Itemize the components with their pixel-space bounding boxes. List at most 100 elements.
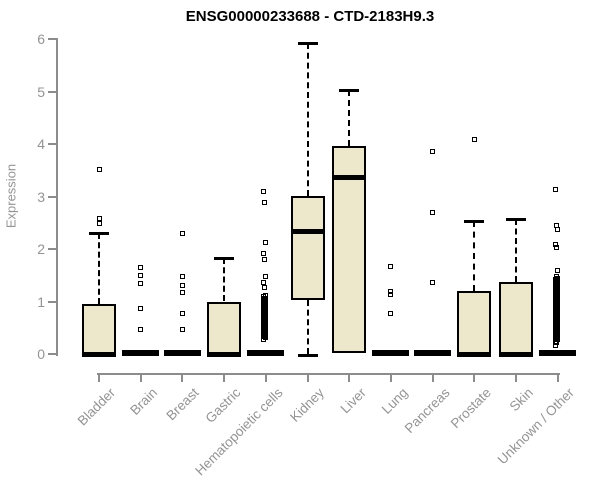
upper-whisker	[515, 219, 517, 282]
outlier-point	[388, 289, 394, 295]
y-tick-label: 6	[37, 31, 45, 47]
upper-whisker-cap	[464, 220, 485, 224]
collapsed-box	[414, 350, 452, 356]
outlier-point	[263, 240, 269, 246]
outlier-point	[261, 189, 267, 195]
y-tick	[48, 353, 56, 355]
x-tick-label: Breast	[163, 385, 203, 424]
collapsed-box	[163, 350, 201, 356]
y-axis-line	[56, 38, 58, 356]
median-line	[457, 352, 492, 357]
outlier-point	[388, 264, 394, 270]
outlier-point	[388, 292, 394, 298]
outlier-point	[553, 186, 559, 192]
x-tick-label: Pancreas	[401, 385, 453, 436]
collapsed-box	[247, 350, 285, 356]
outlier-point	[179, 274, 185, 280]
box	[499, 281, 533, 354]
x-tick	[389, 375, 392, 382]
y-tick-label: 0	[37, 346, 45, 362]
lower-whisker-cap	[297, 354, 318, 357]
outlier-point	[138, 265, 144, 271]
collapsed-box	[122, 350, 160, 356]
upper-whisker-cap	[339, 88, 360, 92]
x-tick	[306, 375, 309, 382]
x-axis-line	[97, 373, 560, 375]
upper-whisker	[98, 233, 100, 305]
box	[82, 304, 116, 354]
median-line	[332, 175, 367, 181]
outlier-point	[262, 257, 268, 262]
box	[332, 145, 367, 353]
outlier-point	[138, 272, 144, 278]
x-tick	[98, 375, 100, 382]
outlier-point	[138, 306, 144, 312]
y-tick-label: 5	[37, 83, 45, 100]
box	[290, 195, 325, 300]
x-tick	[348, 375, 351, 382]
upper-whisker-cap	[89, 232, 109, 236]
outlier-point	[179, 310, 185, 316]
outlier-point	[261, 250, 267, 256]
x-tick-label: Liver	[337, 385, 369, 417]
outlier-point	[179, 230, 185, 236]
median-line	[82, 352, 116, 357]
outlier-point	[138, 327, 144, 333]
y-tick	[48, 38, 56, 40]
y-tick-label: 4	[37, 136, 45, 152]
x-tick	[515, 375, 517, 382]
outlier-point	[179, 289, 185, 295]
upper-whisker	[306, 42, 309, 196]
x-tick	[473, 375, 476, 382]
outlier-point	[388, 310, 394, 316]
x-tick-label: Bladder	[75, 385, 119, 429]
y-tick-label: 3	[37, 188, 45, 205]
outlier-point	[430, 149, 436, 155]
outlier-point	[263, 274, 269, 280]
x-tick-label: Prostate	[447, 385, 494, 432]
y-tick	[48, 90, 56, 93]
upper-whisker	[473, 221, 476, 291]
outlier-point	[554, 340, 560, 346]
y-tick	[48, 248, 56, 250]
upper-whisker-cap	[214, 256, 235, 260]
upper-whisker	[348, 89, 351, 146]
outlier-point	[555, 267, 561, 273]
median-line	[207, 352, 242, 357]
x-tick-label: Kidney	[287, 385, 328, 425]
outlier-point	[262, 285, 268, 291]
box	[207, 301, 242, 354]
collapsed-box	[539, 350, 577, 356]
outlier-point	[262, 200, 268, 206]
upper-whisker-cap	[506, 218, 526, 222]
chart-title: ENSG00000233688 - CTD-2183H9.3	[185, 8, 435, 25]
x-tick	[264, 375, 267, 382]
outlier-point	[138, 280, 144, 286]
x-tick	[181, 375, 184, 382]
x-tick-label: Gastric	[202, 385, 244, 426]
box	[457, 291, 492, 354]
x-tick-label: Brain	[127, 385, 161, 418]
collapsed-box	[372, 350, 410, 356]
outlier-point	[430, 210, 436, 216]
x-tick	[556, 375, 559, 382]
median-line	[499, 352, 533, 357]
outlier-point	[179, 327, 185, 333]
outlier-point	[555, 226, 561, 232]
outlier-point	[96, 166, 102, 172]
outlier-point	[430, 279, 436, 285]
upper-whisker-cap	[297, 41, 318, 45]
x-tick-label: Skin	[506, 385, 536, 415]
upper-whisker	[223, 257, 226, 302]
y-tick-label: 1	[37, 293, 45, 310]
outlier-point	[96, 216, 102, 222]
lower-whisker	[306, 299, 309, 354]
x-tick-label: Unknown / Other	[495, 385, 578, 468]
y-tick	[48, 143, 56, 145]
outlier-point	[553, 242, 559, 248]
y-tick-label: 2	[37, 241, 45, 257]
x-tick-label: Lung	[378, 385, 411, 417]
outlier-point	[179, 282, 185, 288]
x-tick	[431, 375, 434, 382]
outlier-point	[261, 336, 267, 342]
